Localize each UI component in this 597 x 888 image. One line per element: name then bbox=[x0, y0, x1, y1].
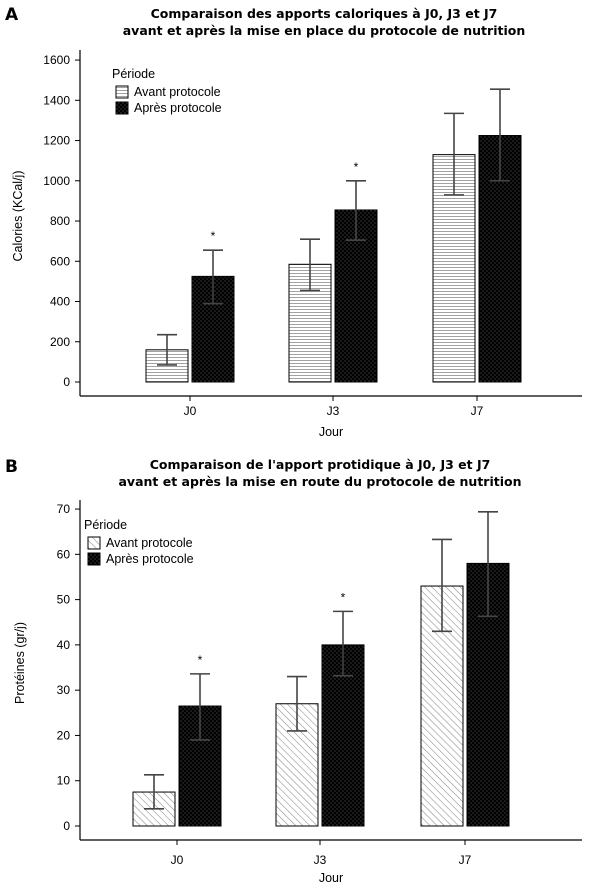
significance-asterisk: * bbox=[198, 653, 203, 667]
x-tick-label: J3 bbox=[327, 404, 340, 418]
error-bar bbox=[478, 510, 498, 618]
bars bbox=[132, 562, 510, 827]
significance-asterisk: * bbox=[211, 229, 216, 243]
error-bars bbox=[144, 510, 498, 810]
error-bar bbox=[333, 610, 353, 677]
chart-title-line-2: avant et après la mise en route du proto… bbox=[118, 474, 521, 489]
panel-letter: A bbox=[5, 5, 19, 25]
significance-asterisk: * bbox=[354, 160, 359, 174]
y-tick-label: 1000 bbox=[43, 174, 70, 188]
legend-swatch-avant bbox=[115, 85, 129, 99]
error-bars bbox=[157, 88, 510, 366]
error-bar bbox=[432, 538, 452, 633]
legend-label-apres: Après protocole bbox=[106, 552, 194, 566]
legend-swatch-apres bbox=[115, 101, 129, 115]
error-bar bbox=[300, 238, 320, 292]
chart-title-line-2: avant et après la mise en place du proto… bbox=[123, 23, 525, 38]
chart-panel-a: A Comparaison des apports caloriques à J… bbox=[5, 5, 582, 439]
y-tick-label: 40 bbox=[57, 638, 71, 652]
error-bar bbox=[190, 673, 210, 741]
legend-label-apres: Après protocole bbox=[134, 101, 222, 115]
x-tick-label: J3 bbox=[314, 853, 327, 867]
y-tick-label: 0 bbox=[63, 819, 70, 833]
y-tick-label: 0 bbox=[63, 375, 70, 389]
error-bar bbox=[157, 333, 177, 366]
y-tick-label: 800 bbox=[50, 214, 70, 228]
y-axis-label: Calories (KCal/j) bbox=[11, 171, 25, 262]
y-tick-label: 30 bbox=[57, 683, 71, 697]
panel-letter: B bbox=[5, 457, 18, 477]
x-tick-label: J0 bbox=[184, 404, 197, 418]
y-tick-label: 60 bbox=[57, 547, 71, 561]
error-bar bbox=[144, 774, 164, 810]
y-tick-label: 10 bbox=[57, 774, 71, 788]
y-tick-label: 1200 bbox=[43, 134, 70, 148]
x-axis-ticks: J0 J3 J7 bbox=[184, 396, 484, 418]
y-tick-label: 50 bbox=[57, 593, 71, 607]
significance-markers: ** bbox=[198, 590, 346, 666]
y-tick-label: 20 bbox=[57, 728, 71, 742]
y-tick-label: 1600 bbox=[43, 53, 70, 67]
legend-label-avant: Avant protocole bbox=[134, 85, 221, 99]
significance-asterisk: * bbox=[341, 590, 346, 604]
error-bar bbox=[287, 675, 307, 732]
legend-title: Période bbox=[84, 518, 127, 532]
y-tick-label: 70 bbox=[57, 502, 71, 516]
chart-panel-b: B Comparaison de l'apport protidique à J… bbox=[5, 457, 582, 885]
x-tick-label: J0 bbox=[171, 853, 184, 867]
y-tick-label: 1400 bbox=[43, 93, 70, 107]
y-tick-label: 400 bbox=[50, 295, 70, 309]
x-tick-label: J7 bbox=[471, 404, 484, 418]
error-bar bbox=[490, 88, 510, 182]
y-axis-ticks: 0 200 400 600 800 1000 1200 1400 1600 bbox=[43, 53, 80, 389]
x-axis-label: Jour bbox=[319, 871, 343, 885]
legend-swatch-apres bbox=[87, 552, 101, 566]
y-axis-ticks: 0 10 20 30 40 50 60 70 bbox=[57, 502, 80, 833]
legend-label-avant: Avant protocole bbox=[106, 536, 193, 550]
y-tick-label: 600 bbox=[50, 254, 70, 268]
legend-title: Période bbox=[112, 67, 155, 81]
y-axis-label: Protéines (gr/j) bbox=[13, 622, 27, 704]
x-tick-label: J7 bbox=[459, 853, 472, 867]
error-bar bbox=[444, 112, 464, 196]
x-axis-label: Jour bbox=[319, 425, 343, 439]
y-tick-label: 200 bbox=[50, 335, 70, 349]
legend: Période Avant protocole Après protocole bbox=[84, 518, 194, 566]
chart-title-line-1: Comparaison de l'apport protidique à J0,… bbox=[150, 457, 491, 472]
significance-markers: ** bbox=[211, 160, 359, 243]
legend: Période Avant protocole Après protocole bbox=[112, 67, 222, 115]
error-bar bbox=[203, 249, 223, 305]
x-axis-ticks: J0 J3 J7 bbox=[171, 840, 472, 867]
legend-swatch-avant bbox=[87, 536, 101, 550]
bars bbox=[145, 135, 522, 383]
error-bar bbox=[346, 179, 366, 241]
chart-title-line-1: Comparaison des apports caloriques à J0,… bbox=[151, 6, 498, 21]
